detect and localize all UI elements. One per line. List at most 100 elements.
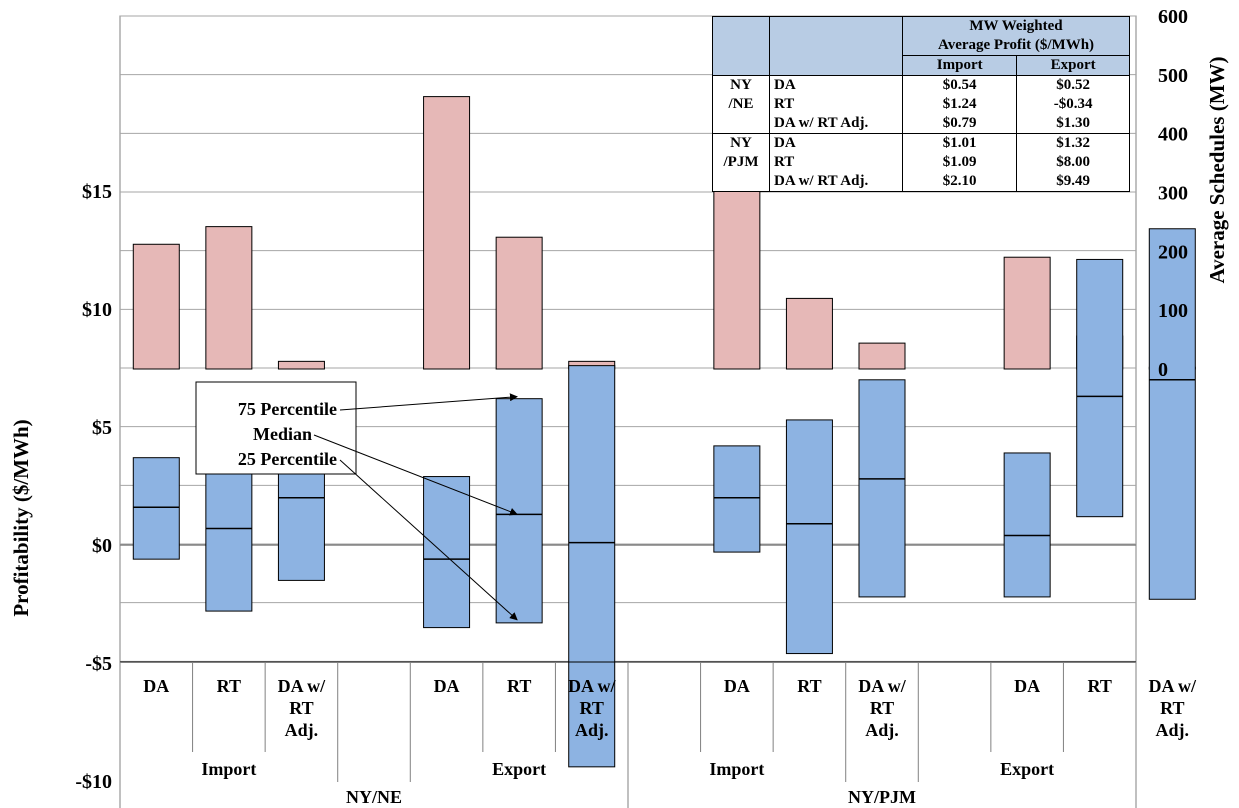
table-group-label-ny-ne-line2: /NE [712, 95, 770, 114]
legend-25-percentile: 25 Percentile [238, 449, 337, 469]
table-group-label-blank [712, 114, 770, 134]
percentile-box [785, 419, 833, 655]
category-label: DA [434, 676, 460, 696]
profit-table: MW Weighted Average Profit ($/MWh) Impor… [712, 16, 1130, 192]
percentile-box [423, 476, 471, 629]
left-tick-label: $15 [82, 181, 112, 203]
table-cell-export: $1.30 [1016, 114, 1130, 134]
schedule-bar [1003, 256, 1051, 370]
table-cell-export: $8.00 [1016, 153, 1130, 172]
left-tick-label: $10 [82, 299, 112, 321]
percentile-box [205, 447, 253, 612]
table-header-row-2: Average Profit ($/MWh) [713, 36, 1130, 56]
schedule-bar [277, 360, 325, 370]
table-header-row-3: Import Export [713, 55, 1130, 76]
percentile-box [495, 398, 543, 624]
category-label: RT [1088, 676, 1112, 696]
category-label: RT [507, 676, 531, 696]
schedule-bar [785, 297, 833, 370]
right-tick-label: 400 [1158, 124, 1188, 146]
table-header-title-1: MW Weighted [902, 16, 1130, 36]
category-label: RT [797, 676, 821, 696]
table-row-label: RT [769, 153, 903, 172]
table-row: NY DA $0.54 $0.52 [712, 75, 1130, 95]
schedule-bar [495, 236, 543, 370]
table-cell-import: $1.01 [901, 133, 1018, 153]
category-label: DA [724, 676, 750, 696]
percentile-box [1148, 228, 1196, 600]
table-row: /NE RT $1.24 -$0.34 [712, 95, 1130, 114]
percentile-box [1076, 258, 1124, 518]
left-axis-title: Profitability ($/MWh) [9, 419, 33, 616]
schedule-bar [858, 342, 906, 370]
table-cell-import: $2.10 [901, 172, 1018, 192]
legend-arrows [313, 393, 518, 621]
legend-box [195, 381, 357, 475]
category-label: RT [289, 698, 313, 718]
table-header-row-1: MW Weighted [712, 16, 1130, 76]
schedule-bars [132, 96, 1196, 370]
direction-label: Export [1000, 759, 1054, 779]
table-group-label-ny-ne-line1: NY [712, 75, 770, 95]
left-tick-label: $5 [92, 417, 112, 439]
table-cell-import: $1.09 [901, 153, 1018, 172]
right-tick-label: 300 [1158, 183, 1188, 205]
table-cell-export: -$0.34 [1016, 95, 1130, 114]
table-row: DA w/ RT Adj. $2.10 $9.49 [712, 172, 1130, 192]
table-col-export: Export [1016, 55, 1130, 76]
table-row: NY DA $1.01 $1.32 [712, 133, 1130, 153]
category-label: Adj. [1156, 720, 1190, 740]
direction-label: Import [709, 759, 764, 779]
legend-arrow [339, 393, 518, 411]
direction-label: Import [201, 759, 256, 779]
category-label: DA w/ [858, 676, 907, 696]
right-tick-label: 500 [1158, 65, 1188, 87]
table-cell-export: $9.49 [1016, 172, 1130, 192]
table-cell-export: $1.32 [1016, 133, 1130, 153]
legend-median: Median [253, 424, 312, 444]
legend-arrow [339, 459, 518, 621]
category-label: DA [143, 676, 169, 696]
percentile-box [1003, 452, 1051, 598]
right-tick-label: 200 [1158, 241, 1188, 263]
table-row: /PJM RT $1.09 $8.00 [712, 153, 1130, 172]
interface-label: NY/NE [346, 787, 402, 807]
table-row-label: DA [769, 133, 903, 153]
table-header-blank-1 [712, 16, 770, 76]
table-cell-import: $1.24 [901, 95, 1018, 114]
left-tick-label: -$5 [85, 653, 112, 675]
right-tick-label: 0 [1158, 359, 1168, 381]
category-label: RT [1160, 698, 1184, 718]
table-header-title-2: Average Profit ($/MWh) [902, 36, 1130, 56]
legend-arrow [313, 434, 518, 516]
table-row-label: RT [769, 95, 903, 114]
legend-75-percentile: 75 Percentile [238, 399, 337, 419]
table-row-label: DA w/ RT Adj. [769, 114, 903, 134]
category-label: RT [870, 698, 894, 718]
schedule-bar [205, 226, 253, 370]
category-label: DA w/ [568, 676, 617, 696]
interface-label: NY/PJM [848, 787, 916, 807]
percentile-box [713, 445, 761, 553]
category-label: DA w/ [278, 676, 327, 696]
table-cell-export: $0.52 [1016, 75, 1130, 95]
category-label: RT [217, 676, 241, 696]
right-axis-title: Average Schedules (MW) [1205, 56, 1229, 283]
left-axis-ticks: -$10 -$5 $0 $5 $10 $15 [75, 181, 112, 793]
category-label: Adj. [865, 720, 899, 740]
left-tick-label: $0 [92, 535, 112, 557]
percentile-legend: 75 Percentile Median 25 Percentile [195, 381, 518, 621]
right-tick-label: 600 [1158, 6, 1188, 28]
percentile-box [132, 457, 180, 560]
table-cell-import: $0.54 [901, 75, 1018, 95]
table-row-label: DA [769, 75, 903, 95]
left-tick-label: -$10 [75, 771, 112, 793]
right-axis-ticks: 0 100 200 300 400 500 600 [1158, 6, 1188, 381]
table-group-label-ny-pjm-line2: /PJM [712, 153, 770, 172]
category-label: Adj. [575, 720, 609, 740]
table-row-label: DA w/ RT Adj. [769, 172, 903, 192]
schedule-bar [132, 243, 180, 370]
table-cell-import: $0.79 [901, 114, 1018, 134]
table-header-blank-2 [769, 16, 903, 76]
